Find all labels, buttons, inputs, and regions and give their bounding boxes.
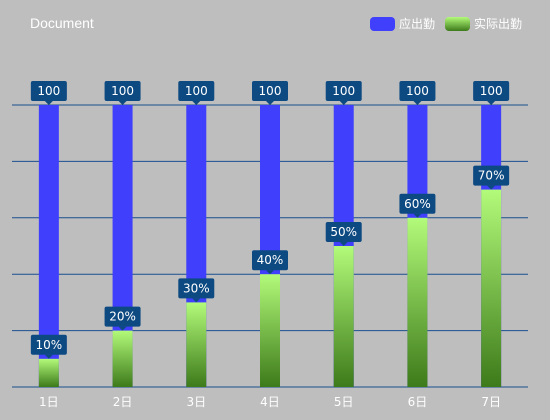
- data-label-expected-pointer: [413, 101, 422, 105]
- legend-item-expected[interactable]: 应出勤: [369, 15, 435, 32]
- bars-layer: [38, 105, 502, 387]
- data-label-expected-pointer: [192, 101, 201, 105]
- data-label-actual: 60%: [399, 193, 436, 218]
- data-label-actual-box: [30, 334, 67, 355]
- data-label-expected: 100: [325, 81, 362, 105]
- data-label-actual-pointer: [487, 185, 496, 190]
- callout-layer: 100 10% 100 20% 100 30% 100 40% 100 50% 100 60% 100 7…: [30, 81, 510, 359]
- data-label-actual-text: 50%: [330, 225, 357, 239]
- data-label-actual-pointer: [44, 354, 53, 359]
- data-label-expected-pointer: [118, 101, 127, 105]
- bar-actual: [260, 274, 280, 387]
- data-label-actual-pointer: [266, 270, 274, 275]
- data-label-actual-pointer: [192, 298, 201, 303]
- x-tick-label: 2日: [113, 395, 133, 409]
- data-label-actual-text: 70%: [478, 169, 505, 183]
- data-label-expected: 100: [399, 81, 436, 105]
- data-label-expected-pointer: [339, 101, 348, 105]
- data-label-actual-pointer: [413, 213, 422, 218]
- data-label-expected-box: [30, 81, 67, 101]
- data-label-actual-box: [104, 306, 141, 327]
- data-label-actual-box: [252, 250, 288, 271]
- data-label-expected-box: [178, 81, 215, 101]
- data-label-expected-pointer: [266, 101, 274, 105]
- data-label-actual-text: 40%: [257, 253, 284, 267]
- bar-actual: [407, 217, 428, 387]
- data-label-actual: 10%: [30, 334, 67, 359]
- data-label-actual: 30%: [178, 278, 215, 303]
- data-label-expected-text: 100: [480, 84, 503, 98]
- bar-expected: [38, 105, 59, 387]
- data-label-expected-pointer: [487, 101, 496, 105]
- bar-actual: [481, 189, 502, 387]
- data-label-expected-text: 100: [259, 84, 282, 98]
- data-label-actual-text: 30%: [183, 281, 210, 295]
- x-tick-label: 7日: [481, 395, 501, 409]
- data-label-actual-box: [325, 222, 362, 242]
- data-label-actual-text: 10%: [36, 338, 63, 352]
- data-label-actual-text: 20%: [109, 310, 136, 324]
- data-label-expected: 100: [473, 81, 510, 105]
- data-label-expected-pointer: [44, 101, 53, 105]
- bar-actual: [333, 246, 354, 387]
- legend-item-actual[interactable]: 实际出勤: [444, 15, 522, 32]
- data-label-expected-text: 100: [332, 84, 355, 98]
- data-label-expected-box: [399, 81, 436, 101]
- bar-actual: [186, 302, 207, 387]
- legend-swatch-actual: [444, 16, 470, 31]
- data-label-actual-pointer: [339, 242, 348, 246]
- x-axis-layer: 1日 2日 3日 4日 5日 6日 7日: [39, 395, 501, 409]
- legend: 应出勤 实际出勤: [360, 15, 522, 32]
- legend-swatch-expected: [369, 16, 395, 31]
- data-label-expected: 100: [252, 81, 288, 105]
- data-label-expected: 100: [178, 81, 215, 105]
- data-label-actual: 50%: [325, 222, 362, 246]
- data-label-expected-box: [104, 81, 141, 101]
- data-label-actual: 40%: [252, 250, 288, 275]
- bar-actual: [112, 330, 133, 387]
- data-label-actual-box: [178, 278, 215, 299]
- data-label-actual-text: 60%: [404, 197, 431, 211]
- data-label-expected: 100: [30, 81, 67, 105]
- x-tick-label: 1日: [39, 395, 59, 409]
- data-label-expected-text: 100: [37, 84, 60, 98]
- data-label-expected-text: 100: [406, 84, 429, 98]
- data-label-actual-box: [473, 165, 510, 186]
- x-tick-label: 4日: [260, 395, 280, 409]
- data-label-actual: 20%: [104, 306, 141, 331]
- data-label-actual-box: [399, 193, 436, 214]
- bar-actual: [38, 358, 59, 387]
- data-label-expected-text: 100: [185, 84, 208, 98]
- data-label-expected-box: [473, 81, 510, 101]
- x-tick-label: 6日: [408, 395, 428, 409]
- data-label-expected: 100: [104, 81, 141, 105]
- data-label-actual-pointer: [118, 326, 127, 331]
- data-label-actual: 70%: [473, 165, 510, 190]
- x-tick-label: 5日: [334, 395, 354, 409]
- data-label-expected-box: [325, 81, 362, 101]
- x-tick-label: 3日: [186, 395, 206, 409]
- chart-title: Document: [30, 15, 94, 31]
- data-label-expected-box: [252, 81, 288, 101]
- data-label-expected-text: 100: [111, 84, 134, 98]
- legend-label-expected: 应出勤: [398, 17, 435, 31]
- legend-label-actual: 实际出勤: [473, 17, 522, 31]
